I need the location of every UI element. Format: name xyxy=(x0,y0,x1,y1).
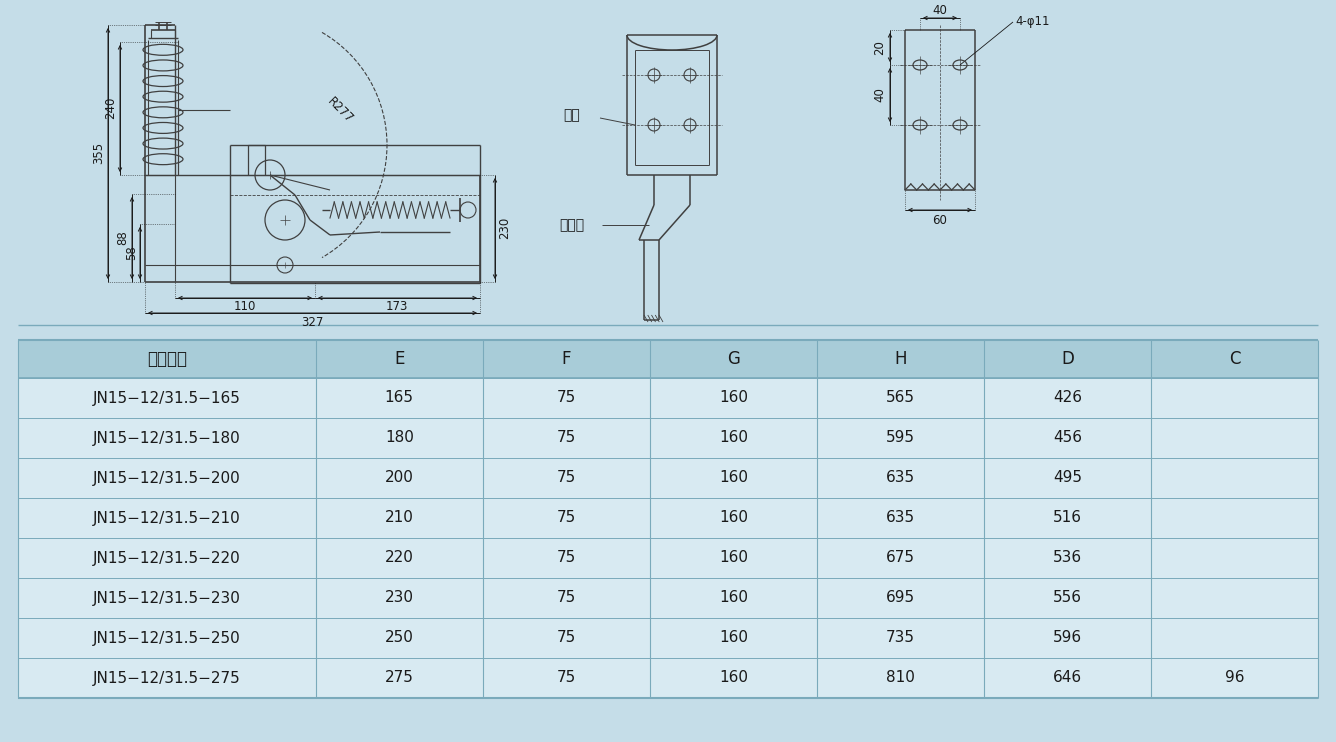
Text: 160: 160 xyxy=(719,470,748,485)
Text: 456: 456 xyxy=(1053,430,1082,445)
Text: 556: 556 xyxy=(1053,591,1082,605)
Text: 735: 735 xyxy=(886,631,915,646)
Text: 96: 96 xyxy=(1225,671,1244,686)
Text: 635: 635 xyxy=(886,470,915,485)
Text: 75: 75 xyxy=(557,470,576,485)
Text: 160: 160 xyxy=(719,510,748,525)
Text: 88: 88 xyxy=(116,231,130,246)
Text: 173: 173 xyxy=(386,301,409,314)
Text: 75: 75 xyxy=(557,430,576,445)
Text: JN15−12/31.5−165: JN15−12/31.5−165 xyxy=(94,390,240,405)
Text: 20: 20 xyxy=(874,40,887,55)
Text: 110: 110 xyxy=(234,301,257,314)
Text: F: F xyxy=(561,350,570,368)
Text: 40: 40 xyxy=(874,88,887,102)
Text: JN15−12/31.5−200: JN15−12/31.5−200 xyxy=(94,470,240,485)
Bar xyxy=(17,538,1319,578)
Text: C: C xyxy=(1229,350,1240,368)
Text: 200: 200 xyxy=(385,470,414,485)
Text: 产品型号: 产品型号 xyxy=(147,350,187,368)
Text: D: D xyxy=(1061,350,1074,368)
Text: 595: 595 xyxy=(886,430,915,445)
Text: 75: 75 xyxy=(557,510,576,525)
Text: JN15−12/31.5−250: JN15−12/31.5−250 xyxy=(94,631,240,646)
Bar xyxy=(17,658,1319,698)
Text: 母线: 母线 xyxy=(564,108,580,122)
Bar xyxy=(17,418,1319,458)
Text: G: G xyxy=(727,350,740,368)
Text: 4-φ11: 4-φ11 xyxy=(1015,16,1050,28)
Text: 646: 646 xyxy=(1053,671,1082,686)
Text: R277: R277 xyxy=(325,94,355,125)
Text: 160: 160 xyxy=(719,671,748,686)
Text: 426: 426 xyxy=(1053,390,1082,405)
Text: 210: 210 xyxy=(385,510,414,525)
Text: 220: 220 xyxy=(385,551,414,565)
Text: 695: 695 xyxy=(886,591,915,605)
Bar xyxy=(17,340,1319,378)
Text: 180: 180 xyxy=(385,430,414,445)
Text: 75: 75 xyxy=(557,671,576,686)
Text: 516: 516 xyxy=(1053,510,1082,525)
Text: 810: 810 xyxy=(886,671,915,686)
Text: 230: 230 xyxy=(498,217,512,239)
Bar xyxy=(17,378,1319,418)
Text: 160: 160 xyxy=(719,631,748,646)
Text: 327: 327 xyxy=(301,315,323,329)
Text: H: H xyxy=(894,350,907,368)
Text: JN15−12/31.5−220: JN15−12/31.5−220 xyxy=(94,551,240,565)
Text: 675: 675 xyxy=(886,551,915,565)
Text: 58: 58 xyxy=(126,246,139,260)
Bar xyxy=(17,498,1319,538)
Text: E: E xyxy=(394,350,405,368)
Text: 230: 230 xyxy=(385,591,414,605)
Text: 160: 160 xyxy=(719,430,748,445)
Text: 596: 596 xyxy=(1053,631,1082,646)
Text: 495: 495 xyxy=(1053,470,1082,485)
Text: 250: 250 xyxy=(385,631,414,646)
Text: 536: 536 xyxy=(1053,551,1082,565)
Text: 75: 75 xyxy=(557,390,576,405)
Text: 75: 75 xyxy=(557,551,576,565)
Text: 40: 40 xyxy=(933,4,947,16)
Text: 635: 635 xyxy=(886,510,915,525)
Bar xyxy=(17,618,1319,658)
Text: 75: 75 xyxy=(557,631,576,646)
Bar xyxy=(17,578,1319,618)
Text: 75: 75 xyxy=(557,591,576,605)
Text: 160: 160 xyxy=(719,591,748,605)
Text: 静触头: 静触头 xyxy=(560,218,585,232)
Text: JN15−12/31.5−210: JN15−12/31.5−210 xyxy=(94,510,240,525)
Text: 60: 60 xyxy=(933,214,947,228)
Text: JN15−12/31.5−180: JN15−12/31.5−180 xyxy=(94,430,240,445)
Text: 165: 165 xyxy=(385,390,414,405)
Text: 355: 355 xyxy=(92,142,106,164)
Text: 160: 160 xyxy=(719,390,748,405)
Bar xyxy=(17,458,1319,498)
Text: JN15−12/31.5−275: JN15−12/31.5−275 xyxy=(94,671,240,686)
Text: 240: 240 xyxy=(104,96,118,119)
Text: 275: 275 xyxy=(385,671,414,686)
Text: 565: 565 xyxy=(886,390,915,405)
Text: 160: 160 xyxy=(719,551,748,565)
Text: JN15−12/31.5−230: JN15−12/31.5−230 xyxy=(94,591,240,605)
